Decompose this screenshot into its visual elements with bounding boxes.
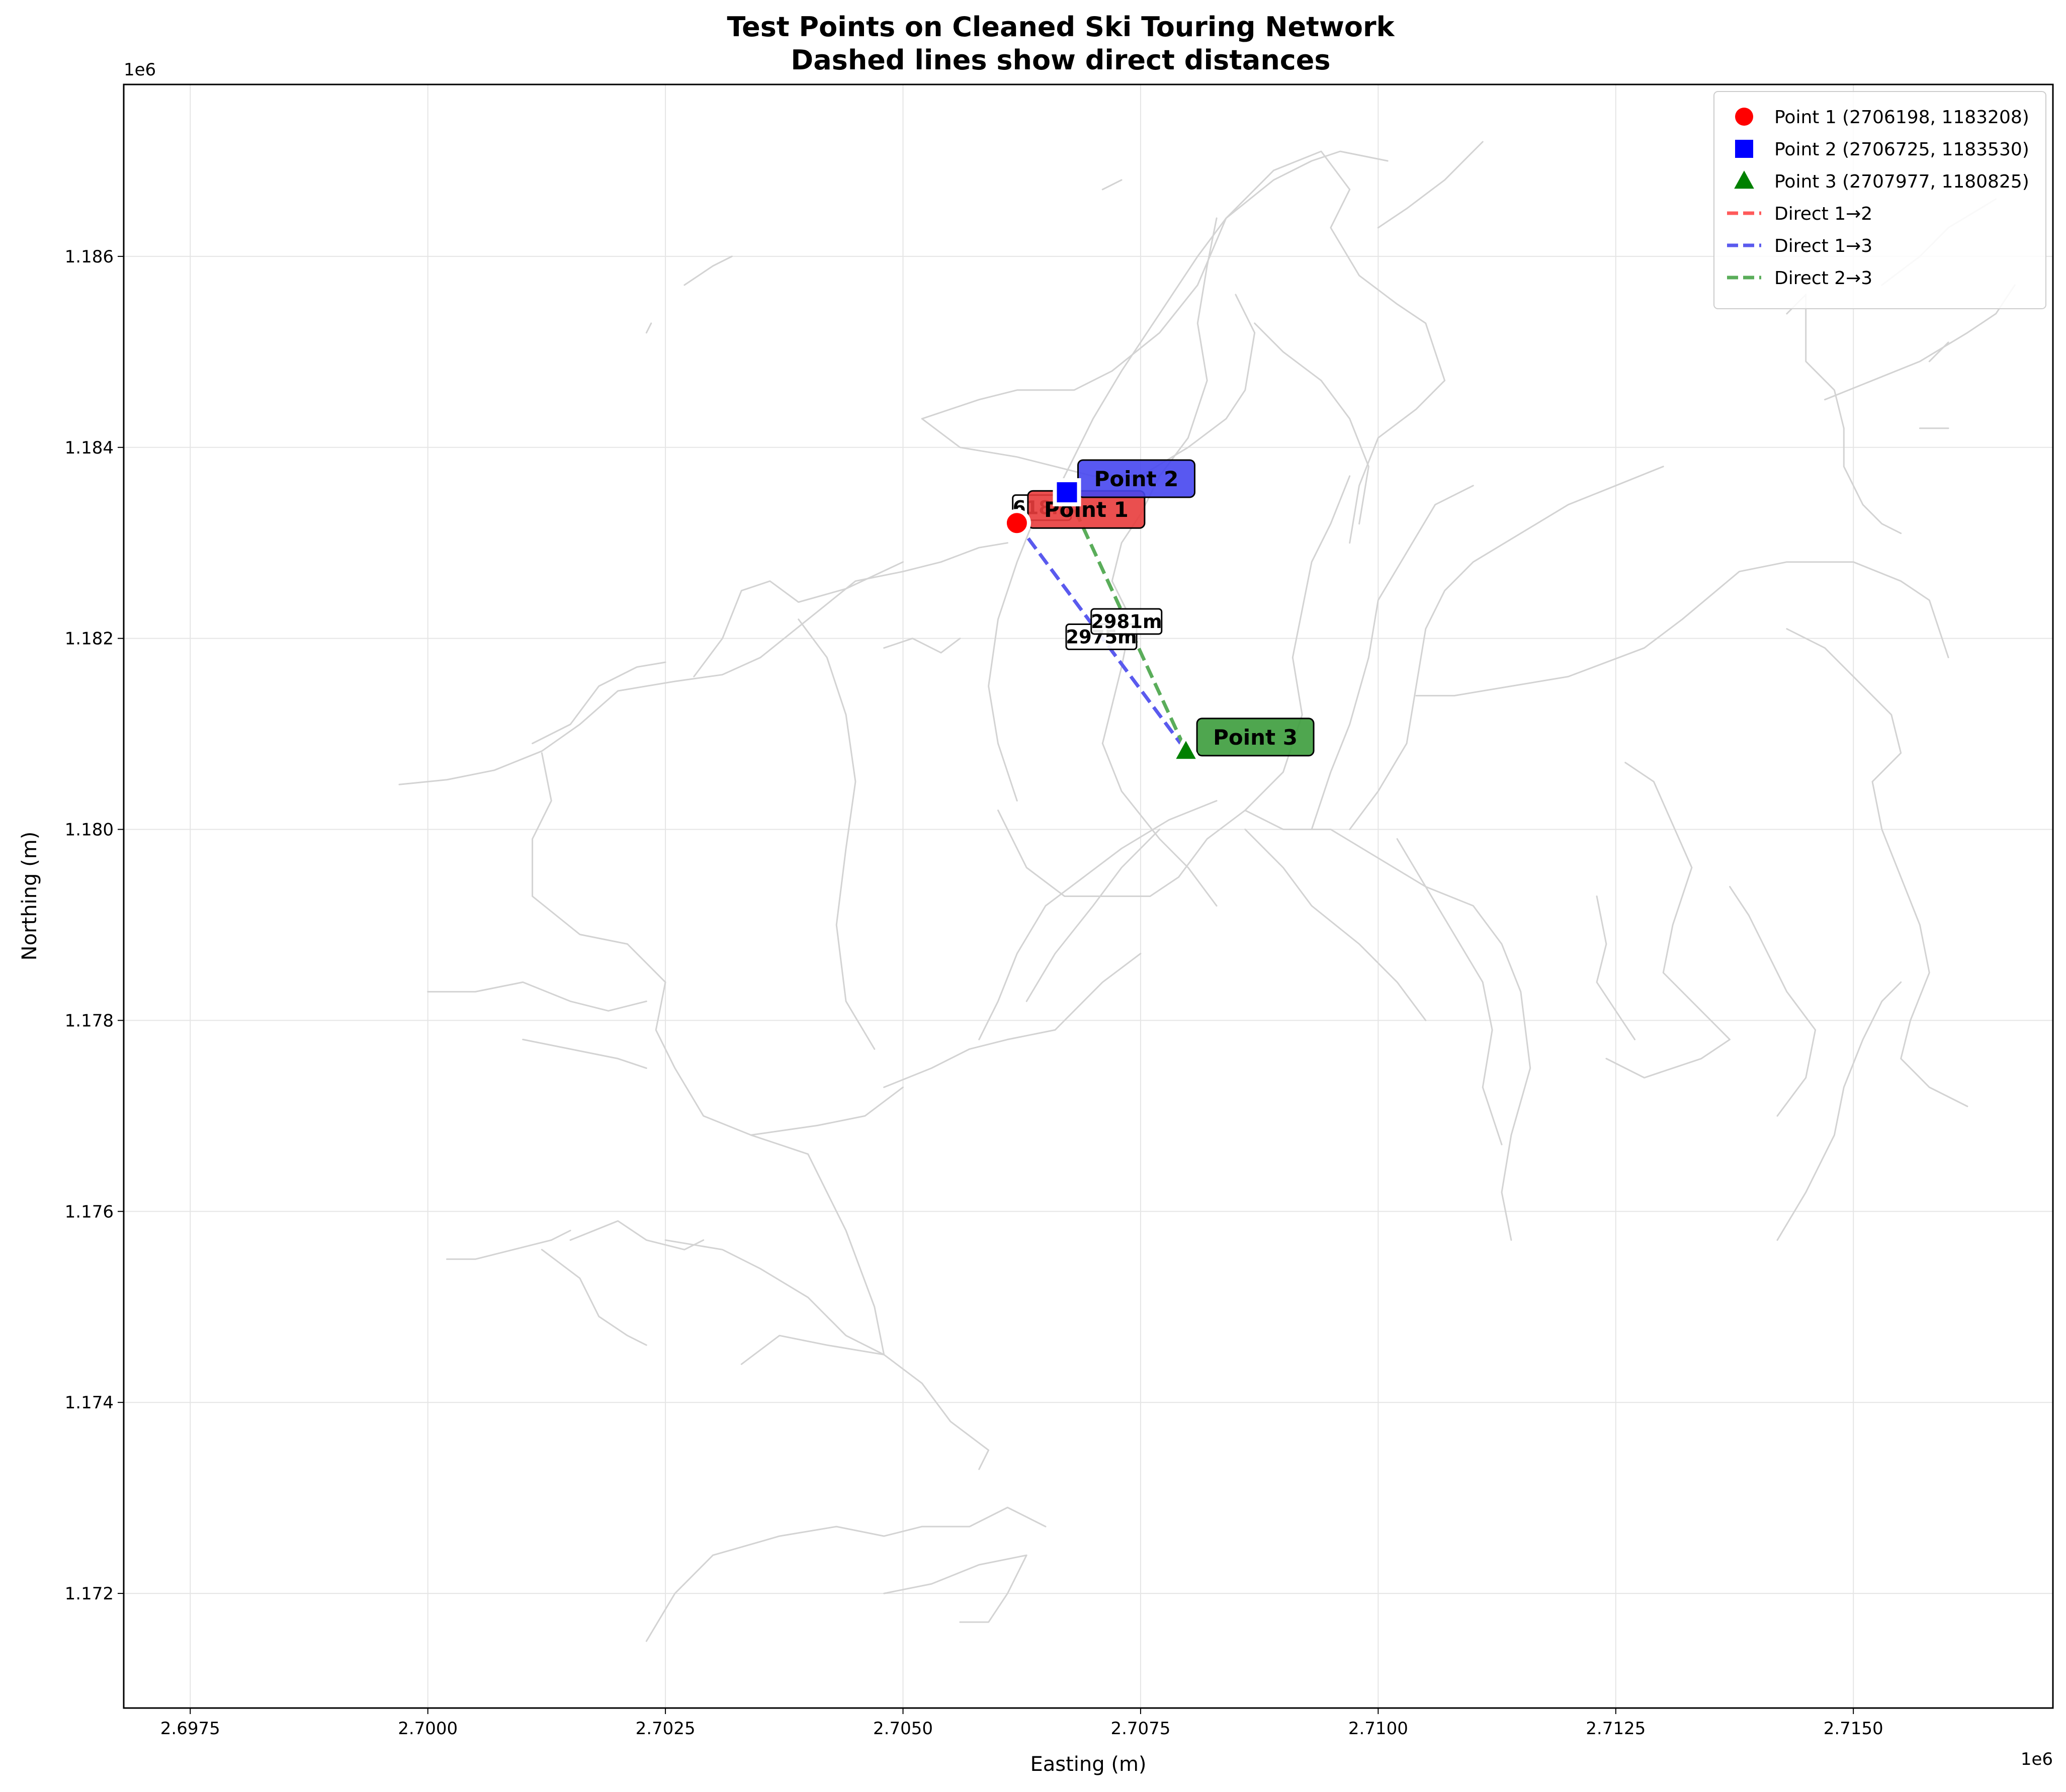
network-trail: [1225, 150, 1389, 219]
network-trail: [427, 981, 647, 1012]
network-trail: [1928, 341, 1949, 363]
network-trail: [1415, 561, 1949, 697]
point-label-box: [1196, 718, 1315, 757]
network-trail: [1396, 838, 1503, 1145]
network-trail: [1101, 743, 1218, 907]
legend-marker-1: [1735, 108, 1753, 126]
y-tick-label: 1.174: [65, 1393, 114, 1413]
x-tick-label: 2.6975: [160, 1719, 220, 1739]
network-trail: [997, 810, 1531, 1241]
network-trail: [921, 217, 1227, 420]
network-trail: [693, 561, 904, 678]
network-trail: [1244, 475, 1351, 812]
x-axis-label: Easting (m): [1030, 1753, 1146, 1776]
y-tick-label: 1.178: [65, 1011, 114, 1031]
legend-entry-label: Direct 1→2: [1774, 204, 1872, 224]
x-tick-label: 2.7050: [873, 1719, 933, 1739]
y-offset-label: 1e6: [124, 60, 156, 80]
x-offset-label: 1e6: [2021, 1749, 2053, 1769]
point-label-2: Point 2: [1077, 459, 1195, 498]
markers-layer: [1002, 478, 1203, 763]
network-trail: [1101, 179, 1123, 191]
network-trail: [1786, 628, 1968, 1107]
network-layer: [398, 141, 2016, 1642]
network-trail: [1596, 895, 1636, 1040]
network-trail: [398, 657, 761, 785]
network-trail: [1729, 886, 1817, 1117]
network-trail: [1377, 141, 1484, 229]
network-trail: [1254, 322, 1369, 525]
y-tick-label: 1.182: [65, 629, 114, 649]
ticks-layer: 2.6975 2.7000 2.7025 2.7050 2.7075 2.7100 2.71…: [65, 247, 1883, 1739]
point-marker-1: [1002, 509, 1031, 537]
legend-marker-3: [1734, 170, 1754, 189]
plot-frame: [123, 83, 2054, 1709]
distance-label-box: [1090, 608, 1163, 635]
network-trail: [645, 322, 652, 334]
network-trail: [664, 1239, 885, 1356]
x-tick-label: 2.7025: [636, 1719, 696, 1739]
legend-marker-2: [1735, 140, 1753, 158]
x-tick-label: 2.7100: [1348, 1719, 1408, 1739]
network-trail: [522, 1038, 647, 1069]
network-trail: [1054, 217, 1227, 496]
legend-entry-label: Direct 1→3: [1774, 236, 1872, 256]
point-label-3: Point 3: [1196, 718, 1315, 757]
x-tick-label: 2.7150: [1824, 1719, 1883, 1739]
point-marker-3: [1169, 732, 1203, 763]
legend-box: [1713, 91, 2046, 309]
distance-label-text: 2981m: [1091, 611, 1162, 633]
network-trail: [740, 1334, 990, 1470]
network-trail: [1311, 485, 1474, 830]
distance-label-3: 2981m: [1090, 608, 1163, 635]
legend-entry-label: Point 3 (2707977, 1180825): [1774, 171, 2029, 192]
y-axis-label: Northing (m): [18, 832, 41, 961]
point-label-text: Point 3: [1213, 725, 1298, 750]
point-label-text: Point 2: [1094, 467, 1179, 491]
network-trail: [883, 638, 961, 654]
legend-entry-label: Direct 2→3: [1774, 268, 1872, 289]
y-tick-label: 1.176: [65, 1202, 114, 1222]
y-tick-label: 1.184: [65, 438, 114, 458]
x-tick-label: 2.7075: [1110, 1719, 1170, 1739]
network-trail: [1786, 294, 1902, 534]
network-trail: [1605, 762, 1731, 1079]
chart-subtitle: Dashed lines show direct distances: [791, 44, 1330, 76]
y-tick-label: 1.186: [65, 247, 114, 267]
network-trail: [988, 494, 1056, 802]
network-trail: [883, 953, 1142, 1088]
network-trail: [569, 1220, 705, 1250]
legend-entry-label: Point 2 (2706725, 1183530): [1774, 139, 2029, 160]
y-tick-label: 1.172: [65, 1584, 114, 1604]
network-trail: [532, 752, 904, 1136]
network-trail: [1225, 150, 1446, 544]
network-trail: [532, 661, 666, 745]
network-trail: [1349, 466, 1664, 830]
y-tick-label: 1.180: [65, 820, 114, 840]
network-trail: [798, 618, 876, 1050]
network-trail: [645, 1506, 1047, 1642]
legend: Point 1 (2706198, 1183208) Point 2 (27067…: [1713, 91, 2046, 309]
network-trail: [978, 800, 1218, 1040]
x-tick-label: 2.7125: [1586, 1719, 1646, 1739]
x-tick-label: 2.7000: [398, 1719, 458, 1739]
network-trail: [1025, 829, 1161, 1002]
network-trail: [750, 1134, 885, 1356]
network-trail: [759, 542, 1008, 659]
network-trail: [541, 1248, 647, 1346]
network-trail: [446, 1229, 571, 1260]
network-trail: [883, 1554, 1027, 1623]
legend-entry-label: Point 1 (2706198, 1183208): [1774, 107, 2029, 128]
chart-title: Test Points on Cleaned Ski Touring Netwo…: [727, 11, 1395, 43]
network-trail: [683, 255, 733, 286]
point-marker-2: [1053, 478, 1081, 507]
network-trail: [1776, 981, 1902, 1241]
network-trail: [1244, 829, 1427, 1021]
